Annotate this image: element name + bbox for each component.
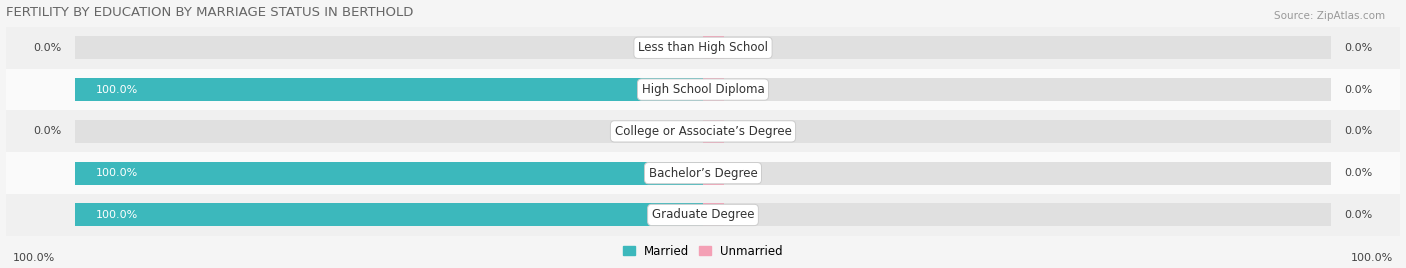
Bar	[76, 78, 703, 101]
Bar	[703, 162, 1330, 185]
Bar	[703, 120, 724, 143]
Bar	[6, 69, 1400, 110]
Text: Bachelor’s Degree: Bachelor’s Degree	[648, 167, 758, 180]
Bar	[6, 110, 1400, 152]
Bar	[76, 78, 703, 101]
Text: College or Associate’s Degree: College or Associate’s Degree	[614, 125, 792, 138]
Bar	[6, 194, 1400, 236]
Text: 0.0%: 0.0%	[1344, 85, 1372, 95]
Bar	[703, 78, 724, 101]
Text: Graduate Degree: Graduate Degree	[652, 209, 754, 221]
Text: Less than High School: Less than High School	[638, 41, 768, 54]
Text: 0.0%: 0.0%	[1344, 210, 1372, 220]
Bar	[703, 203, 1330, 226]
Bar	[76, 120, 703, 143]
Text: Source: ZipAtlas.com: Source: ZipAtlas.com	[1274, 11, 1385, 21]
Bar	[76, 203, 703, 226]
Bar	[703, 36, 724, 59]
Text: High School Diploma: High School Diploma	[641, 83, 765, 96]
Bar	[76, 162, 703, 185]
Bar	[6, 152, 1400, 194]
Text: 0.0%: 0.0%	[1344, 126, 1372, 136]
Bar	[76, 203, 703, 226]
Bar	[76, 36, 703, 59]
Text: 0.0%: 0.0%	[34, 126, 62, 136]
Bar	[76, 162, 703, 185]
Bar	[703, 36, 1330, 59]
Text: 0.0%: 0.0%	[1344, 168, 1372, 178]
Bar	[703, 78, 1330, 101]
Text: 0.0%: 0.0%	[1344, 43, 1372, 53]
Text: 100.0%: 100.0%	[96, 85, 138, 95]
Legend: Married, Unmarried: Married, Unmarried	[619, 240, 787, 262]
Bar	[703, 162, 724, 185]
Text: 100.0%: 100.0%	[13, 253, 55, 263]
Text: 100.0%: 100.0%	[1351, 253, 1393, 263]
Text: 100.0%: 100.0%	[96, 210, 138, 220]
Bar	[6, 27, 1400, 69]
Bar	[703, 203, 724, 226]
Text: FERTILITY BY EDUCATION BY MARRIAGE STATUS IN BERTHOLD: FERTILITY BY EDUCATION BY MARRIAGE STATU…	[6, 6, 413, 18]
Bar	[703, 120, 1330, 143]
Text: 0.0%: 0.0%	[34, 43, 62, 53]
Text: 100.0%: 100.0%	[96, 168, 138, 178]
